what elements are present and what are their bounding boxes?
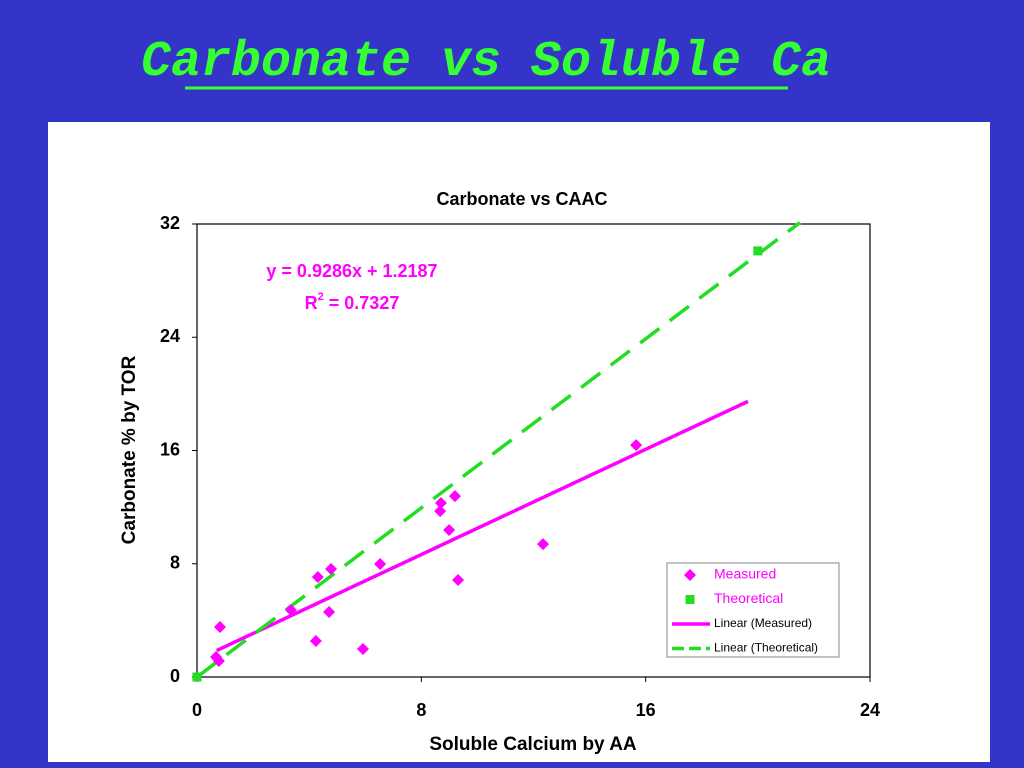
slide-title: Carbonate vs Soluble Ca	[141, 34, 831, 91]
legend-label: Linear (Measured)	[714, 616, 812, 630]
legend-label: Linear (Theoretical)	[714, 641, 818, 655]
r-squared: R2 = 0.7327	[305, 291, 400, 313]
data-point	[284, 604, 297, 617]
data-point	[434, 497, 447, 510]
y-tick-label: 16	[160, 439, 180, 459]
legend-marker	[684, 569, 696, 581]
data-point	[434, 505, 447, 518]
trendline	[195, 221, 801, 679]
chart-title: Carbonate vs CAAC	[436, 189, 607, 209]
x-tick-label: 16	[636, 700, 656, 720]
r-squared-rest: = 0.7327	[324, 293, 400, 313]
data-point	[452, 574, 465, 587]
data-point	[537, 538, 550, 551]
legend-label: Theoretical	[714, 590, 783, 606]
y-tick-label: 24	[160, 326, 180, 346]
data-point	[192, 672, 202, 682]
data-point	[357, 642, 370, 655]
y-tick-label: 8	[170, 553, 180, 573]
x-axis-title: Soluble Calcium by AA	[429, 734, 637, 755]
legend-marker	[685, 595, 695, 604]
y-tick-label: 0	[170, 666, 180, 686]
legend-box	[666, 562, 840, 658]
data-point	[212, 655, 225, 668]
trend-equation: y = 0.9286x + 1.2187	[266, 261, 437, 281]
data-point	[309, 635, 322, 648]
trendline	[215, 399, 749, 653]
data-point	[325, 562, 338, 575]
data-point	[323, 606, 336, 619]
x-tick-label: 8	[416, 700, 426, 720]
data-point	[311, 571, 324, 584]
y-axis-title: Carbonate % by TOR	[119, 355, 140, 544]
y-tick-label: 32	[160, 213, 180, 233]
data-point	[443, 524, 456, 537]
data-point	[753, 246, 763, 256]
chart-panel	[48, 122, 990, 762]
r-squared-sup: 2	[318, 291, 324, 303]
data-point	[630, 439, 643, 452]
data-point	[213, 621, 226, 634]
data-point	[448, 490, 461, 503]
x-tick-label: 24	[860, 700, 880, 720]
r-squared-base: R	[305, 293, 318, 313]
legend-label: Measured	[714, 566, 776, 582]
data-point	[374, 558, 387, 571]
x-tick-label: 0	[192, 700, 202, 720]
